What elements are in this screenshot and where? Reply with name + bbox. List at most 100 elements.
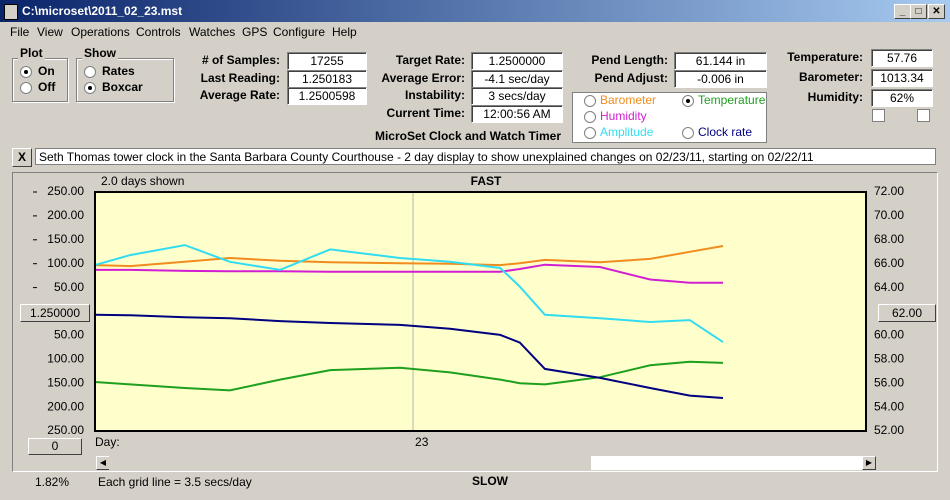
fast-label: FAST [471,174,502,188]
field-value: 57.76 [871,49,933,67]
y2-tick-label: 64.00 [874,280,904,294]
field-value: 17255 [287,52,367,70]
series-line [94,313,724,399]
plot-border [94,191,867,432]
close-window-button[interactable]: ✕ [928,4,945,19]
grid-note: Each grid line = 3.5 secs/day [98,475,252,489]
center-temp-button[interactable]: 62.00 [878,304,936,322]
field-label: Instability: [404,88,465,102]
scrollbar[interactable]: ◀ ▶ [95,455,877,471]
radio-button[interactable] [20,66,32,78]
legend-label: Amplitude [600,125,654,139]
group-title: Plot [18,46,45,60]
y-tick-label: 200.00 [47,399,84,413]
radio-label: Boxcar [102,80,143,94]
field-value: -4.1 sec/day [471,69,563,88]
y-tick-label: 250.00 [47,184,84,198]
plot-area [95,192,866,431]
menu-item[interactable]: Help [332,25,357,39]
scroll-left[interactable]: ◀ [96,456,110,470]
field-value: 61.144 in [674,52,767,70]
group-title: Show [82,46,118,60]
slow-label: SLOW [472,474,509,488]
menu-item[interactable]: GPS [242,25,268,39]
y-tick-label: 100.00 [47,351,84,365]
maximize-button[interactable]: □ [910,4,927,19]
legend-label: Barometer [600,93,657,107]
show-group [76,58,174,102]
center-rate-button[interactable]: 1.250000 [20,304,90,322]
scroll-right[interactable]: ▶ [862,456,876,470]
y2-tick-label: 52.00 [874,423,904,437]
y2-tick-label: 58.00 [874,351,904,365]
scroll-track [109,456,591,470]
chart-panel [12,172,938,472]
scale-button[interactable]: 0 [28,438,82,455]
percent: 1.82% [35,475,70,489]
radio-label: Rates [102,64,135,78]
radio-button[interactable] [84,82,96,94]
legend-label: Clock rate [698,125,753,139]
field-label: Pend Length: [591,53,668,67]
field-label: Barometer: [798,70,863,84]
app-name: MicroSet Clock and Watch Timer [374,129,562,143]
radio-button[interactable] [682,95,694,107]
series-line [94,244,724,343]
y-tick-label: 150.00 [47,375,84,389]
series-line [94,360,724,392]
menu-item[interactable]: Controls [136,25,181,39]
field-value: 3 secs/day [471,87,563,105]
y-tick-label: 250.00 [47,423,84,437]
y2-tick-label: 70.00 [874,208,904,222]
field-value: 62% [871,89,933,107]
field-label: Pend Adjust: [594,70,668,85]
legend-label: Humidity [600,109,647,123]
title-bar: C:\microset\2011_02_23.mst _ □ ✕ [0,0,950,22]
legend-label: Temperature [698,93,766,107]
field-label: Temperature: [787,50,863,64]
y-tick-label: 100.00 [47,256,84,270]
radio-button[interactable] [84,66,96,78]
field-label: # of Samples: [201,53,280,67]
radio-button[interactable] [584,111,596,123]
x-tick-label: 23 [415,435,429,449]
radio-button[interactable] [584,95,596,107]
menu-item[interactable]: File [10,25,30,39]
y2-tick-label: 60.00 [874,328,904,342]
app-icon [4,4,18,20]
y-tick-label: 50.00 [54,328,84,342]
field-label: Average Error: [381,70,465,85]
menu-item[interactable]: Operations [71,25,130,39]
y2-tick-label: 68.00 [874,232,904,246]
menu-item[interactable]: Watches [189,25,236,39]
field-value: 1013.34 [871,69,933,87]
field-value: 1.2500000 [471,52,563,70]
checkbox[interactable] [872,109,885,122]
series-selector [572,92,767,143]
field-label: Current Time: [386,105,465,120]
y-tick-label: 50.00 [54,280,84,294]
field-label: Average Rate: [199,88,280,102]
clear-button[interactable]: X [12,148,32,167]
field-value: 1.2500598 [287,87,367,105]
y2-tick-label: 56.00 [874,375,904,389]
field-value: 1.250183 [287,69,367,88]
field-label: Target Rate: [395,53,465,67]
description-field[interactable]: Seth Thomas tower clock in the Santa Bar… [35,148,936,165]
x-axis-label: Day: [95,435,120,449]
radio-label: Off [38,80,56,94]
radio-button[interactable] [682,127,694,139]
checkbox[interactable] [917,109,930,122]
series-line [94,245,724,268]
span-label: 2.0 days shown [101,174,184,188]
field-value: -0.006 in [674,69,767,88]
radio-button[interactable] [20,82,32,94]
y2-tick-label: 72.00 [874,184,904,198]
radio-button[interactable] [584,127,596,139]
field-label: Last Reading: [200,70,280,85]
field-label: Humidity: [807,90,863,104]
menu-item[interactable]: View [37,25,63,39]
y-tick-label: 200.00 [47,208,84,222]
menu-item[interactable]: Configure [273,25,326,39]
